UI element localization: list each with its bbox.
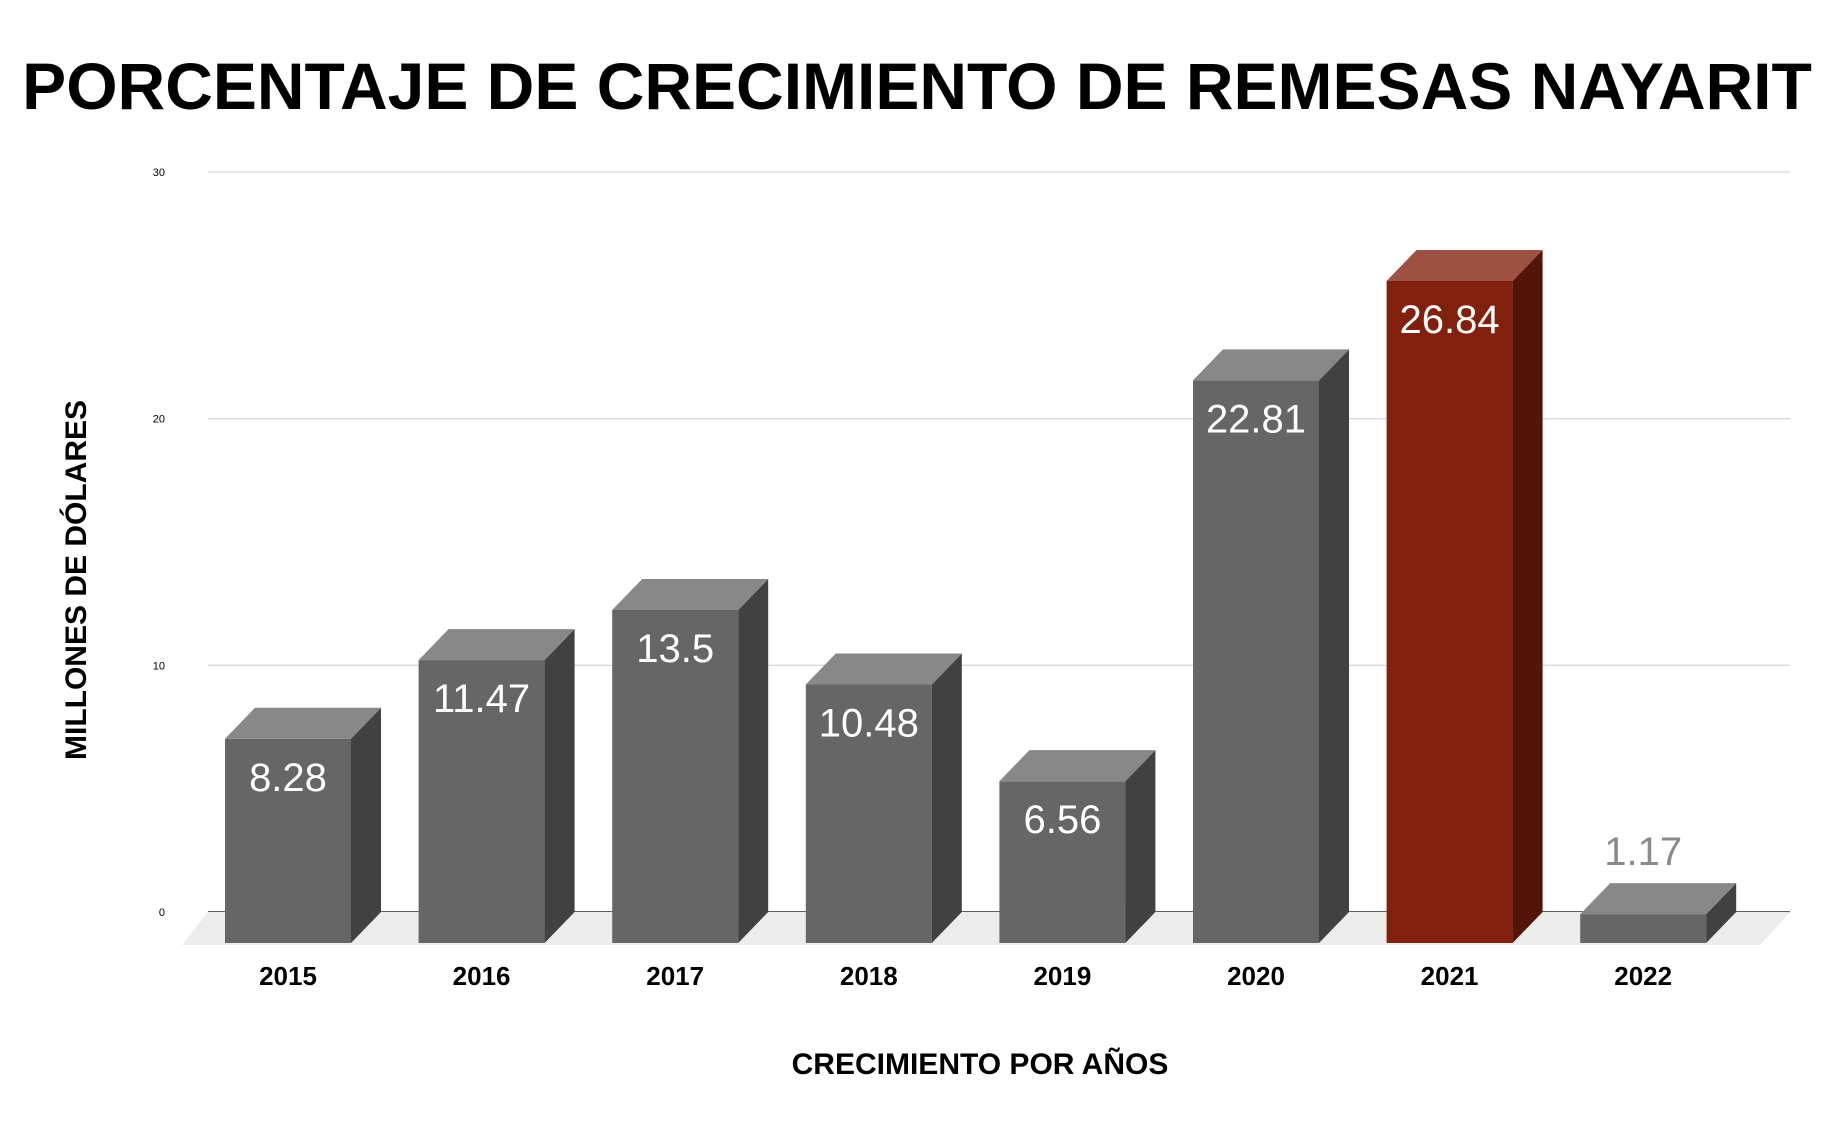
x-tick-label: 2016: [453, 961, 511, 991]
value-label: 13.5: [636, 627, 714, 671]
bar-2016: [418, 629, 575, 943]
bar-side: [351, 707, 381, 943]
bar-front: [225, 738, 351, 943]
bar-side: [1706, 883, 1737, 943]
bar-side: [1125, 750, 1156, 943]
bar-side: [544, 629, 575, 943]
value-labels: 8.28 11.47 13.5 10.48 6.56 22.81 26.84 1.17: [249, 298, 1682, 874]
y-tick-label: 20: [153, 414, 165, 426]
x-tick-label: 2017: [646, 961, 704, 991]
bar-top: [1386, 249, 1543, 281]
bar-2018: [805, 653, 962, 943]
x-tick-label: 2021: [1421, 961, 1479, 991]
category-labels: 2015 2016 2017 2018 2019 2020 2021 2022: [259, 961, 1672, 991]
bars: [225, 249, 1737, 944]
y-tick-label: 10: [153, 660, 165, 672]
bar-front: [612, 610, 739, 943]
bar-2017: [612, 579, 769, 943]
bar-2022: [1580, 883, 1737, 943]
bar-side: [1319, 349, 1349, 943]
bar-front: [1193, 380, 1319, 943]
bar-front: [418, 660, 545, 943]
bar-top: [612, 579, 769, 610]
bar-front: [1386, 280, 1513, 943]
bar-front: [999, 781, 1126, 943]
bar-side: [1512, 249, 1543, 944]
value-label: 8.28: [249, 756, 327, 800]
y-tick-label: 0: [159, 907, 165, 919]
bar-2021: [1386, 249, 1543, 944]
bar-top: [418, 629, 575, 661]
x-tick-label: 2018: [840, 961, 898, 991]
bar-2015: [225, 707, 381, 943]
value-label: 22.81: [1206, 397, 1306, 441]
bar-front: [1580, 914, 1707, 943]
bar-top: [225, 707, 381, 739]
chart-title: PORCENTAJE DE CRECIMIENTO DE REMESAS NAY…: [22, 49, 1812, 123]
bar-top: [1193, 349, 1349, 381]
x-axis-title: CRECIMIENTO POR AÑOS: [792, 1047, 1169, 1081]
bar-top: [805, 653, 962, 685]
value-label: 26.84: [1400, 298, 1500, 342]
gridlines: 0 10 20 30: [153, 167, 1790, 919]
value-label: 10.48: [819, 701, 919, 745]
bar-side: [738, 579, 769, 943]
x-tick-label: 2020: [1227, 961, 1285, 991]
bar-top: [999, 750, 1156, 782]
bar-2020: [1193, 349, 1349, 943]
bar-front: [805, 684, 932, 943]
x-tick-label: 2015: [259, 961, 317, 991]
value-label: 11.47: [433, 677, 530, 721]
bar-side: [931, 653, 962, 943]
bar-2019: [999, 750, 1156, 943]
bar-top: [1580, 883, 1737, 915]
y-axis-title: MILLONES DE DÓLARES: [59, 400, 93, 760]
y-tick-label: 30: [153, 167, 165, 179]
value-label: 1.17: [1604, 830, 1682, 874]
x-tick-label: 2019: [1033, 961, 1091, 991]
x-tick-label: 2022: [1614, 961, 1672, 991]
value-label: 6.56: [1023, 798, 1101, 842]
